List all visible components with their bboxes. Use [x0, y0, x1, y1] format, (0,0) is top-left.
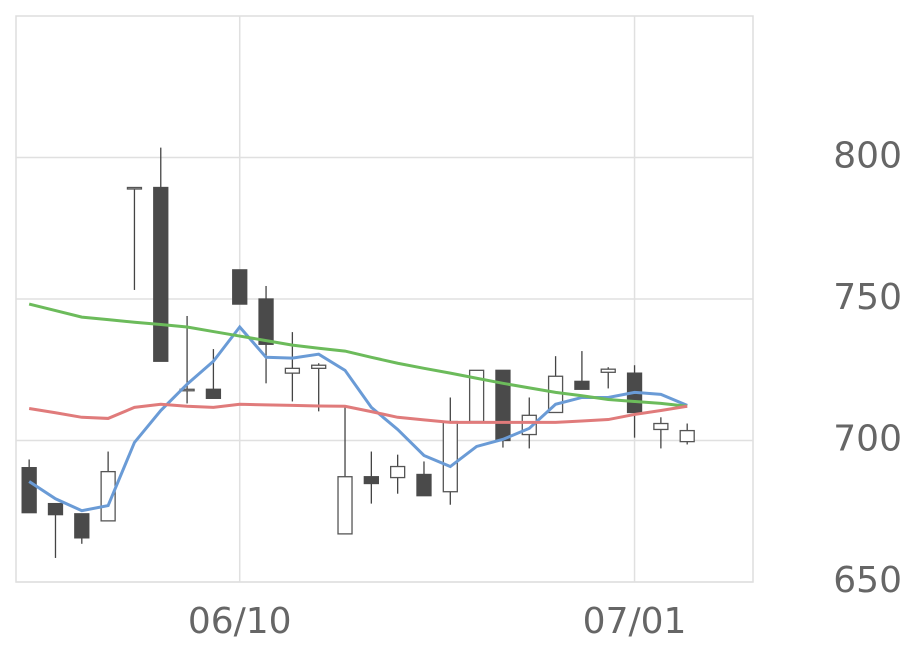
- y-tick-label: 700: [833, 419, 902, 460]
- candle-body: [74, 513, 90, 539]
- candle-body: [126, 186, 143, 190]
- candle-body: [258, 298, 274, 345]
- moving-average-line: [28, 302, 688, 408]
- candle-body: [21, 467, 37, 514]
- candle-body: [600, 368, 616, 373]
- candle-body: [205, 388, 222, 399]
- candle-body: [311, 364, 327, 369]
- candle-body: [495, 369, 511, 442]
- candle-body: [284, 367, 301, 374]
- y-tick-label: 650: [833, 560, 902, 601]
- moving-average-line: [28, 402, 688, 424]
- candle-body: [442, 420, 458, 493]
- x-tick-label: 06/10: [188, 601, 292, 642]
- candle-body: [416, 473, 432, 497]
- moving-average-line: [28, 324, 688, 513]
- y-tick-label: 800: [833, 136, 902, 177]
- candle-body: [100, 470, 116, 522]
- candle-body: [653, 422, 669, 431]
- candle-body: [47, 502, 64, 516]
- candle-body: [153, 186, 169, 362]
- candle-body: [232, 269, 248, 305]
- candle-body: [574, 380, 590, 390]
- candle-body: [337, 476, 353, 535]
- candle-body: [363, 476, 379, 485]
- candle-body: [679, 429, 695, 443]
- candle-body: [390, 465, 406, 479]
- x-tick-label: 07/01: [583, 601, 687, 642]
- y-tick-label: 750: [833, 277, 902, 318]
